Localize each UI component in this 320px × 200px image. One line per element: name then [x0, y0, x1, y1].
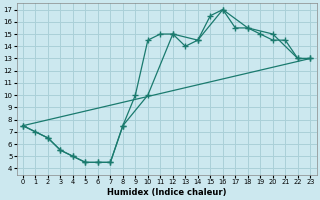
X-axis label: Humidex (Indice chaleur): Humidex (Indice chaleur)	[107, 188, 226, 197]
